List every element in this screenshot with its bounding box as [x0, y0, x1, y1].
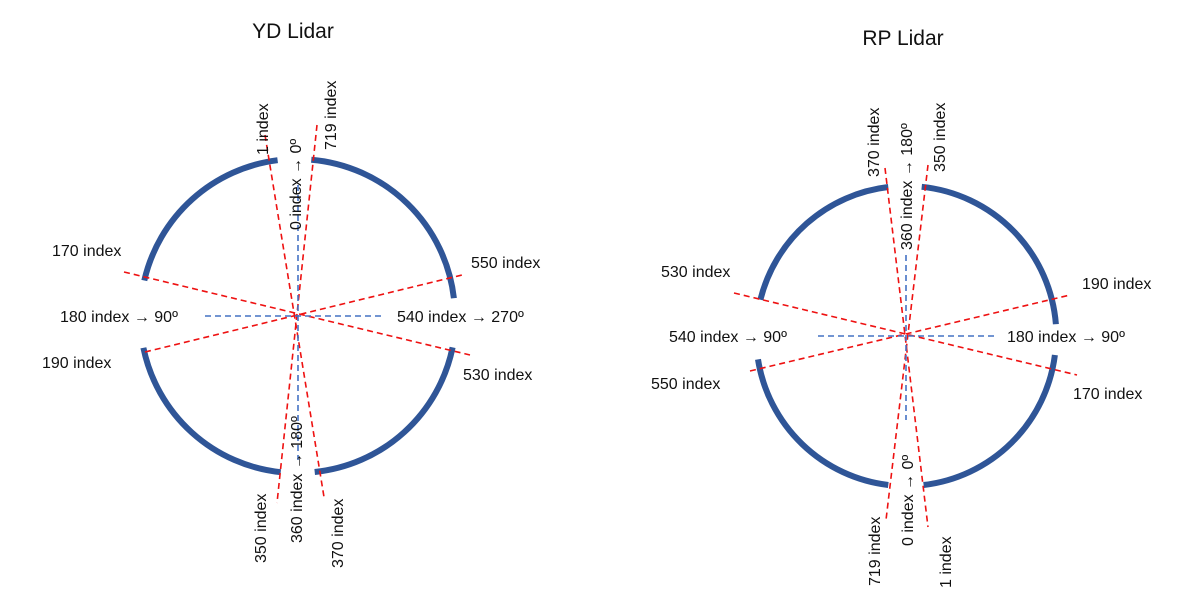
yd-ring-upper-right [311, 156, 457, 299]
rp-line-550-190 [749, 294, 1071, 372]
rp-ring-upper-right [921, 183, 1059, 325]
yd-label-left-lower: 190 index [42, 355, 111, 372]
rp-label-top-left: 370 index [866, 108, 883, 177]
rp-ring-lower-right [923, 354, 1058, 488]
rp-lidar-diagram: RP Lidar 370 index 360 index → 180º 350 … [651, 27, 1151, 588]
yd-label-bottom-right: 370 index [330, 499, 347, 568]
yd-line-719-350 [276, 124, 318, 504]
yd-label-top-right: 719 index [323, 81, 340, 150]
rp-ring-upper-left [757, 184, 889, 301]
yd-lidar-diagram: YD Lidar 1 index 0 index → 0º 719 index … [42, 20, 540, 568]
rp-label-top-right: 350 index [932, 103, 949, 172]
rp-label-right-upper: 190 index [1082, 276, 1151, 293]
yd-title: YD Lidar [252, 20, 334, 43]
rp-label-left-lower: 550 index [651, 376, 720, 393]
yd-label-left-upper: 170 index [52, 243, 121, 260]
yd-label-left-mid: 180 index → 90º [60, 309, 178, 326]
yd-label-top-left: 1 index [255, 103, 272, 155]
yd-label-right-lower: 530 index [463, 367, 532, 384]
yd-label-top-center: 0 index → 0º [288, 139, 305, 230]
yd-label-bottom-center: 360 index → 180º [289, 416, 306, 543]
rp-label-top-center: 360 index → 180º [899, 123, 916, 250]
rp-label-right-mid: 180 index → 90º [1007, 329, 1125, 346]
yd-ring-lower-right [314, 346, 456, 475]
rp-label-right-lower: 170 index [1073, 386, 1142, 403]
rp-line-530-170 [733, 292, 1078, 376]
yd-label-bottom-left: 350 index [253, 494, 270, 563]
rp-label-bottom-left: 719 index [867, 517, 884, 586]
rp-label-bottom-center: 0 index → 0º [900, 455, 917, 546]
rp-label-left-mid: 540 index → 90º [669, 329, 787, 346]
rp-title: RP Lidar [862, 27, 943, 50]
yd-ring-lower-left [140, 347, 282, 476]
yd-line-190-550 [144, 274, 463, 353]
rp-label-left-upper: 530 index [661, 264, 730, 281]
yd-ring-upper-left [141, 157, 278, 282]
yd-label-right-mid: 540 index → 270º [397, 309, 524, 326]
rp-label-bottom-right: 1 index [938, 536, 955, 588]
rp-ring-lower-left [755, 358, 889, 488]
yd-label-right-upper: 550 index [471, 255, 540, 272]
